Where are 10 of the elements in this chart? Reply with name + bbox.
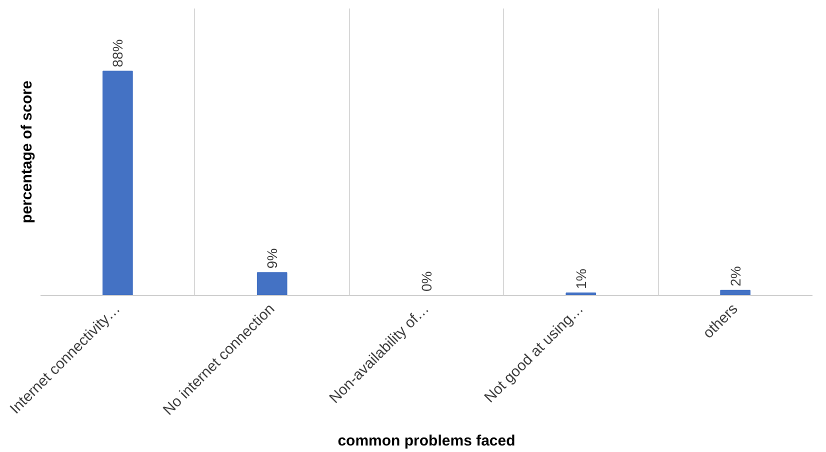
bar xyxy=(102,70,133,296)
data-label: 2% xyxy=(727,266,744,286)
y-axis-title: percentage of score xyxy=(18,80,36,224)
data-label: 9% xyxy=(264,248,280,269)
bar xyxy=(720,290,750,296)
data-label: 0% xyxy=(418,271,434,292)
data-label: 88% xyxy=(110,39,126,68)
x-axis-title: common problems faced xyxy=(338,432,516,450)
bar xyxy=(256,272,288,296)
data-label: 1% xyxy=(572,268,589,289)
